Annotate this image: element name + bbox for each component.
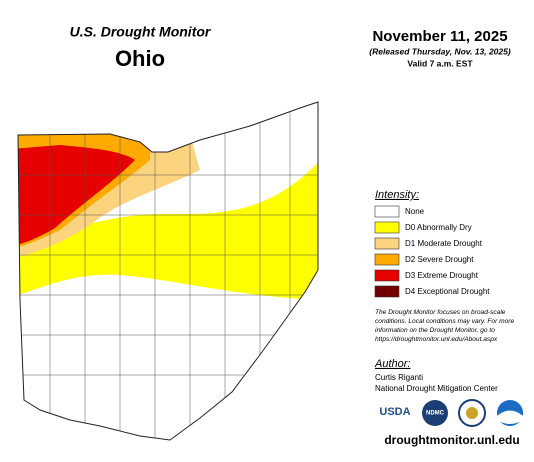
website: droughtmonitor.unl.edu	[384, 433, 519, 447]
logos: USDA NDMC	[379, 399, 523, 427]
legend-swatch	[374, 237, 400, 250]
legend-swatch	[374, 205, 400, 218]
legend-label: D0 Abnormally Dry	[405, 223, 472, 232]
legend-label: D4 Exceptional Drought	[405, 287, 490, 296]
date: November 11, 2025	[372, 28, 507, 45]
disclaimer-line: https://droughtmonitor.unl.edu/About.asp…	[375, 336, 498, 343]
usda-logo: USDA	[379, 406, 410, 418]
noaa-logo-wave	[497, 410, 523, 424]
released: (Released Thursday, Nov. 13, 2025)	[369, 46, 511, 56]
map-fill	[18, 102, 318, 440]
disclaimer-line: The Drought Monitor focuses on broad-sca…	[375, 309, 506, 316]
ndmc-logo: NDMC	[426, 411, 445, 417]
disclaimer-line: conditions. Local conditions may vary. F…	[375, 318, 514, 325]
legend-swatch	[374, 253, 400, 266]
county-lines	[20, 102, 318, 440]
d3-area	[18, 145, 135, 248]
author-heading: Author:	[374, 358, 410, 370]
legend-swatch	[374, 285, 400, 298]
ohio-outline	[17, 101, 319, 441]
doc-logo-center	[466, 407, 478, 419]
legend-label: D3 Extreme Drought	[405, 271, 479, 280]
author-name: Curtis Riganti	[375, 373, 423, 382]
title: U.S. Drought Monitor	[70, 24, 212, 40]
legend-swatch	[374, 269, 400, 282]
valid: Valid 7 a.m. EST	[407, 58, 473, 68]
disclaimer: The Drought Monitor focuses on broad-sca…	[375, 309, 514, 343]
disclaimer-line: information on the Drought Monitor, go t…	[375, 327, 495, 334]
ndmc-logo-bg	[422, 400, 448, 426]
legend-swatch	[374, 221, 400, 234]
author-org: National Drought Mitigation Center	[375, 384, 498, 393]
legend-heading: Intensity:	[375, 189, 419, 201]
legend-label: None	[405, 207, 425, 216]
legend-label: D2 Severe Drought	[405, 255, 474, 264]
legend: None D0 Abnormally Dry D1 Moderate Drought…	[374, 205, 490, 298]
legend-label: D1 Moderate Drought	[405, 239, 483, 248]
state-name: Ohio	[115, 46, 165, 71]
